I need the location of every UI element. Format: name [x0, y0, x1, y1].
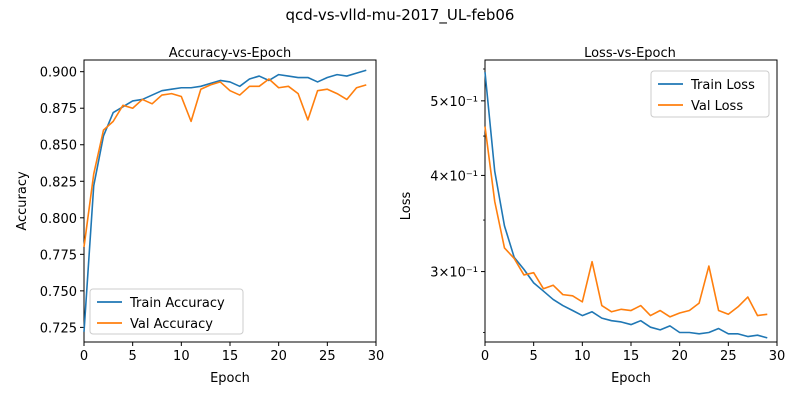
loss-panel: Loss-vs-Epoch 0 5 10 15 20 25 30 3×10⁻¹ 4×10⁻¹ 5×… — [399, 46, 785, 386]
loss-legend-label: Val Loss — [691, 99, 743, 114]
accuracy-x-tick-label: 30 — [368, 349, 385, 364]
accuracy-y-tick-label: 0.725 — [40, 321, 77, 336]
loss-chart-title: Loss-vs-Epoch — [584, 46, 676, 61]
loss-legend-label: Train Loss — [690, 78, 755, 93]
loss-x-tick-label: 20 — [671, 349, 688, 364]
accuracy-x-tick-label: 15 — [222, 349, 239, 364]
accuracy-y-tick-label: 0.850 — [40, 139, 77, 154]
accuracy-legend-box — [89, 288, 244, 335]
loss-y-tick-label: 4×10⁻¹ — [430, 169, 478, 184]
accuracy-x-tick-label: 25 — [319, 349, 336, 364]
accuracy-y-tick-label: 0.825 — [40, 175, 77, 190]
loss-x-tick-label: 25 — [720, 349, 737, 364]
loss-series-line-train — [484, 71, 768, 339]
accuracy-x-tick-label: 10 — [173, 349, 190, 364]
loss-x-tick-label: 5 — [530, 349, 538, 364]
loss-y-tick-label: 5×10⁻¹ — [430, 95, 478, 110]
accuracy-panel: Accuracy-vs-Epoch 0 5 10 15 20 25 30 0.725 0.750… — [15, 46, 384, 386]
accuracy-x-axis-label: Epoch — [210, 371, 250, 386]
accuracy-y-axis-label: Accuracy — [15, 171, 30, 231]
figure-title: qcd-vs-vlld-mu-2017_UL-feb06 — [286, 6, 515, 25]
accuracy-y-tick-label: 0.750 — [40, 285, 77, 300]
accuracy-legend: Train Accuracy Val Accuracy — [89, 288, 244, 335]
loss-plot-marks: 0 5 10 15 20 25 30 3×10⁻¹ 4×10⁻¹ 5×10⁻¹ Train Loss… — [430, 68, 786, 364]
loss-x-tick-label: 10 — [574, 349, 591, 364]
loss-x-tick-label: 15 — [623, 349, 640, 364]
accuracy-plot-marks: 0 5 10 15 20 25 30 0.725 0.750 0.775 0.800 0.825 0.8… — [40, 66, 384, 364]
accuracy-y-tick-label: 0.800 — [40, 212, 77, 227]
accuracy-legend-label: Val Accuracy — [130, 317, 213, 332]
accuracy-y-tick-label: 0.775 — [40, 248, 77, 263]
accuracy-chart-title: Accuracy-vs-Epoch — [169, 46, 291, 61]
accuracy-y-tick-label: 0.875 — [40, 102, 77, 117]
loss-y-axis-label: Loss — [399, 192, 414, 221]
loss-y-tick-label: 3×10⁻¹ — [430, 266, 478, 281]
loss-series-line-val — [484, 126, 768, 318]
loss-x-tick-label: 0 — [481, 349, 489, 364]
accuracy-series-line-val — [83, 78, 367, 248]
accuracy-x-tick-label: 5 — [129, 349, 137, 364]
accuracy-series-line-train — [83, 69, 367, 332]
accuracy-legend-label: Train Accuracy — [129, 296, 225, 311]
accuracy-x-tick-label: 0 — [80, 349, 88, 364]
accuracy-y-tick-label: 0.900 — [40, 66, 77, 81]
loss-legend: Train Loss Val Loss — [650, 70, 770, 118]
loss-x-axis-label: Epoch — [611, 371, 651, 386]
accuracy-x-tick-label: 20 — [270, 349, 287, 364]
loss-x-tick-label: 30 — [769, 349, 786, 364]
